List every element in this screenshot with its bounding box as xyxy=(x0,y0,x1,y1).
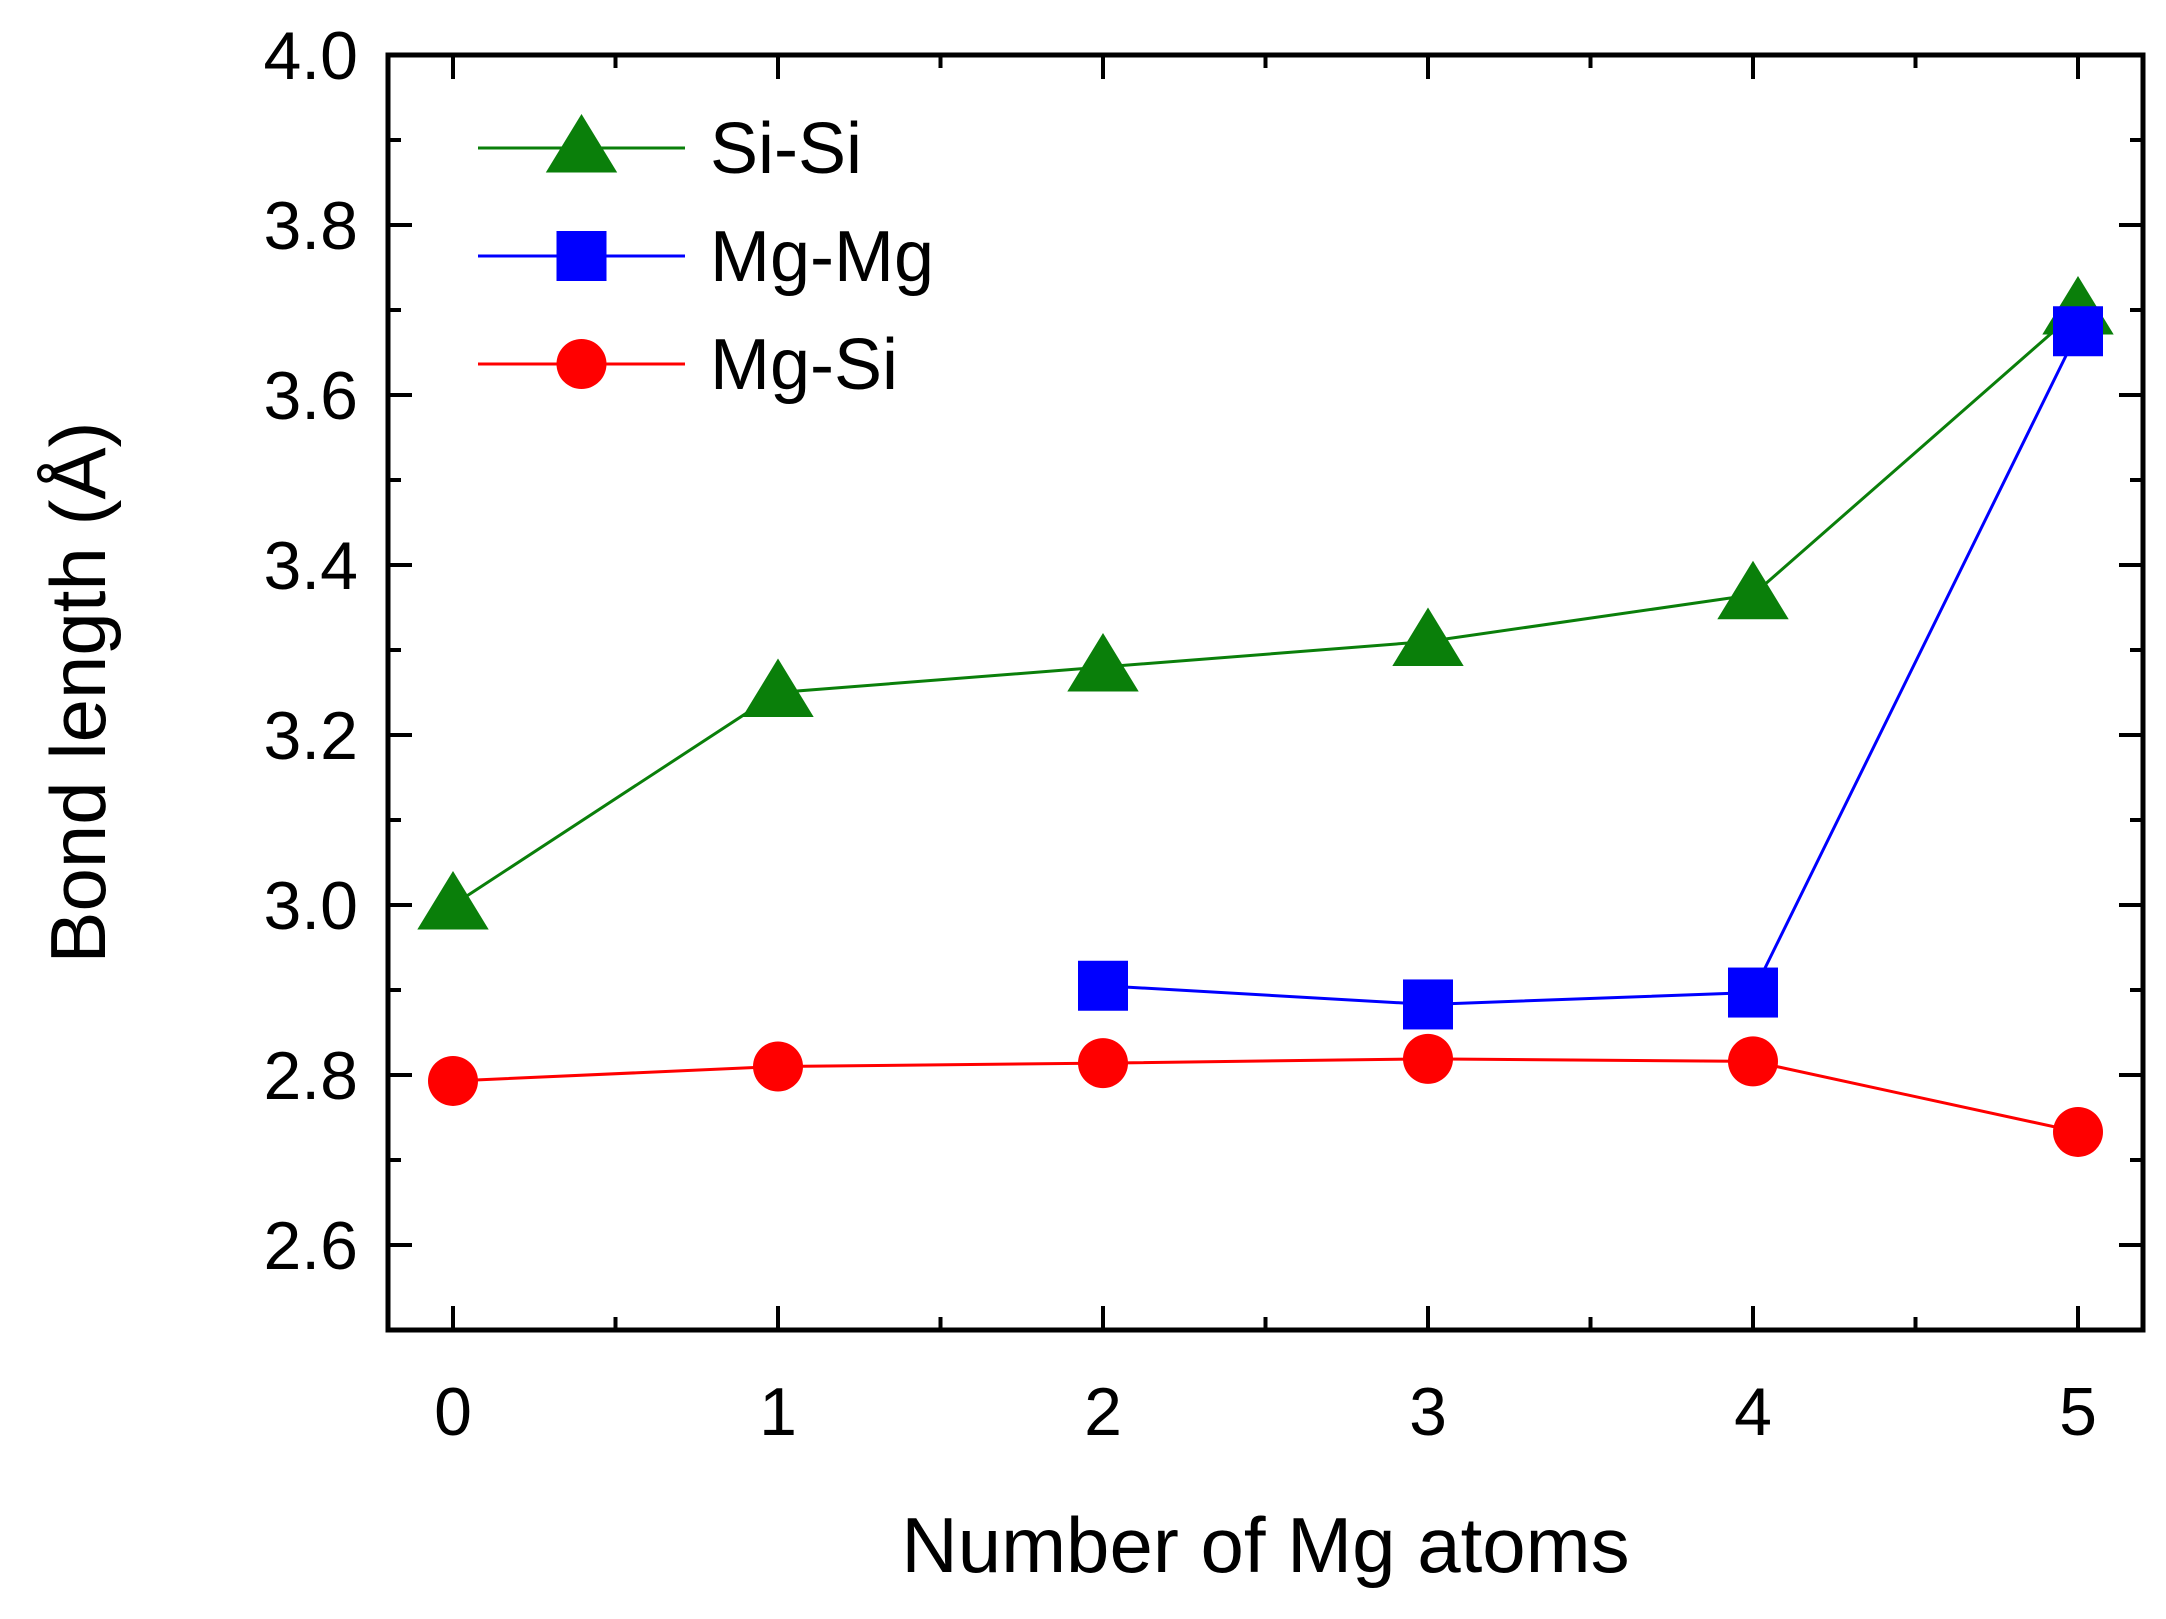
x-axis-title: Number of Mg atoms xyxy=(901,1501,1629,1589)
plot-frame xyxy=(385,52,2146,1333)
y-tick-label: 2.8 xyxy=(263,1038,358,1114)
x-tick-label: 3 xyxy=(1409,1374,1447,1450)
y-tick-label: 3.6 xyxy=(263,358,358,434)
series-line-si-si xyxy=(452,308,2079,907)
minor-ticks xyxy=(388,55,2143,1332)
tick-labels: 0 1 2 3 4 5 2.6 2.8 3.0 3.2 3.4 3.6 3.8 4.0 xyxy=(263,18,2096,1450)
series-si-si xyxy=(417,276,2114,930)
legend-marker-mg-si xyxy=(556,339,607,389)
data-point-mg-si xyxy=(753,1041,803,1092)
x-tick-label: 5 xyxy=(2059,1374,2097,1450)
data-point-si-si xyxy=(1717,560,1789,620)
data-point-mg-si xyxy=(1403,1033,1453,1084)
y-tick-label: 2.6 xyxy=(263,1208,358,1284)
x-tick-label: 2 xyxy=(1084,1374,1122,1450)
data-point-mg-mg xyxy=(1078,960,1128,1011)
data-point-mg-mg xyxy=(1728,967,1778,1018)
major-ticks xyxy=(388,53,2143,1330)
data-point-si-si xyxy=(1392,607,1464,666)
legend-item-mg-mg: Mg-Mg xyxy=(478,217,934,297)
x-tick-label: 4 xyxy=(1734,1374,1772,1450)
legend-label-mg-mg: Mg-Mg xyxy=(710,217,934,297)
data-point-mg-mg xyxy=(2053,306,2103,357)
y-tick-label: 3.2 xyxy=(263,698,358,774)
y-axis-title: Bond length (Å) xyxy=(34,421,122,963)
legend-item-mg-si: Mg-Si xyxy=(478,325,898,405)
y-tick-label: 3.0 xyxy=(263,868,358,944)
series-mg-si xyxy=(428,1033,2103,1157)
x-tick-label: 0 xyxy=(434,1374,472,1450)
series-line-mg-mg xyxy=(1102,330,2080,1006)
data-point-mg-si xyxy=(1078,1038,1128,1089)
y-tick-label: 4.0 xyxy=(263,18,358,94)
legend-label-mg-si: Mg-Si xyxy=(710,325,898,405)
legend-marker-mg-mg xyxy=(556,231,607,281)
data-point-mg-si xyxy=(1728,1036,1778,1087)
x-tick-label: 1 xyxy=(759,1374,797,1450)
data-point-si-si xyxy=(742,658,814,717)
legend-item-si-si: Si-Si xyxy=(478,109,862,189)
legend-marker-si-si xyxy=(545,114,618,173)
data-point-mg-si xyxy=(2053,1106,2103,1157)
legend-label-si-si: Si-Si xyxy=(710,109,862,189)
series-line-mg-si xyxy=(452,1057,2079,1134)
data-point-mg-mg xyxy=(1403,979,1453,1030)
data-point-si-si xyxy=(417,871,489,930)
series-layer xyxy=(417,276,2114,1157)
data-point-mg-si xyxy=(428,1055,478,1106)
y-tick-label: 3.8 xyxy=(263,188,358,264)
data-point-si-si xyxy=(1067,633,1139,692)
y-tick-label: 3.4 xyxy=(263,528,358,604)
series-mg-mg xyxy=(1078,306,2103,1030)
legend: Si-Si Mg-Mg Mg-Si xyxy=(478,109,934,405)
